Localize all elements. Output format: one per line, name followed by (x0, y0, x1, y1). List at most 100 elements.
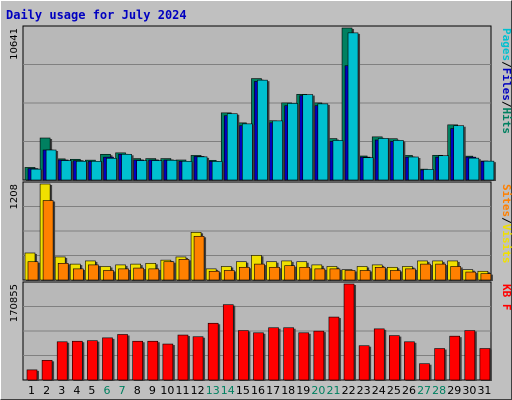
bar-sites (435, 263, 446, 281)
x-tick-label: 28 (432, 384, 446, 397)
bar-sites (27, 261, 39, 281)
bar-kb-f (358, 345, 370, 381)
bar-kb-f (117, 334, 128, 381)
bar-kb-f (222, 304, 234, 381)
bar-sites (284, 265, 295, 281)
bar-kb-f (373, 328, 385, 381)
bar-pages (226, 113, 238, 181)
bar-pages (166, 159, 178, 181)
bar-pages (196, 156, 208, 181)
bar-pages (393, 140, 404, 181)
bar-kb-f (253, 332, 264, 381)
bar-pages (332, 140, 344, 181)
bar-kb-f (404, 341, 415, 381)
panel-3: 170855 KB F (9, 281, 512, 381)
axis-max-label: 1208 (9, 184, 20, 209)
legend-item: Sites (500, 184, 512, 217)
bar-kb-f (26, 369, 38, 381)
x-tick-label: 27 (417, 384, 431, 397)
x-tick-label: 14 (221, 384, 235, 397)
legend-item: Files (500, 68, 512, 101)
x-tick-label: 24 (372, 384, 386, 397)
bar-sites (269, 266, 280, 281)
x-tick-label: 19 (296, 384, 310, 397)
bar-pages (181, 160, 193, 181)
bar-pages (272, 120, 283, 181)
x-tick-label: 3 (58, 384, 65, 397)
x-tick-label: 5 (88, 384, 95, 397)
bar-pages (362, 157, 374, 181)
bar-kb-f (102, 337, 113, 381)
bar-kb-f (41, 360, 53, 381)
bar-sites (450, 266, 462, 281)
bar-pages (287, 103, 298, 181)
bar-kb-f (56, 341, 68, 381)
legend: KB F (500, 284, 512, 311)
legend-item: Pages (500, 28, 512, 61)
panel-1: 10641 Pages/Files/Hits (9, 25, 512, 181)
x-tick-label: 23 (357, 384, 371, 397)
bar-sites (359, 270, 371, 281)
bar-sites (42, 200, 54, 281)
bar-pages (453, 125, 465, 181)
bar-kb-f (238, 330, 249, 381)
bar-sites (480, 273, 492, 281)
legend-item: / (500, 217, 512, 224)
x-tick-label: 9 (149, 384, 156, 397)
bar-kb-f (389, 335, 400, 381)
bar-kb-f (87, 340, 98, 381)
x-tick-label: 4 (73, 384, 80, 397)
bar-pages (483, 160, 495, 181)
bar-pages (257, 79, 268, 181)
x-tick-label: 10 (160, 384, 174, 397)
x-tick-label: 26 (402, 384, 416, 397)
bar-kb-f (147, 340, 159, 381)
legend: Sites/Visits (500, 184, 512, 264)
bar-kb-f (449, 335, 461, 381)
bar-sites (223, 270, 235, 281)
x-tick-label: 29 (447, 384, 461, 397)
bar-pages (121, 153, 132, 181)
bar-pages (302, 94, 314, 181)
bar-sites (254, 263, 265, 281)
legend-item: Hits (500, 108, 512, 135)
bar-kb-f (177, 334, 189, 381)
legend-item: / (500, 101, 512, 108)
x-tick-label: 21 (326, 384, 340, 397)
x-tick-label: 20 (311, 384, 325, 397)
bar-sites (88, 264, 99, 281)
x-tick-label: 30 (462, 384, 476, 397)
x-tick-label: 7 (119, 384, 126, 397)
bar-pages (317, 103, 329, 181)
bar-kb-f (419, 363, 430, 381)
bar-kb-f (207, 322, 219, 381)
bar-pages (438, 155, 449, 181)
bar-kb-f (328, 316, 340, 381)
bar-pages (211, 161, 223, 181)
x-tick-label: 18 (281, 384, 295, 397)
x-tick-label: 13 (206, 384, 220, 397)
bar-sites (208, 270, 220, 281)
x-tick-label: 31 (477, 384, 491, 397)
bar-kb-f (298, 332, 310, 381)
bar-kb-f (434, 348, 445, 381)
bar-pages (242, 123, 253, 181)
bar-pages (75, 160, 87, 181)
bar-sites (344, 270, 356, 281)
bar-sites (405, 268, 416, 281)
bar-pages (30, 168, 42, 181)
bar-pages (377, 138, 389, 181)
legend: Pages/Files/Hits (500, 28, 512, 134)
legend-item: / (500, 61, 512, 68)
bar-sites (148, 268, 160, 281)
bar-sites (178, 259, 190, 281)
bar-pages (423, 169, 434, 181)
bar-sites (465, 271, 477, 281)
bar-pages (136, 160, 147, 181)
x-tick-label: 22 (342, 384, 356, 397)
legend-item: Visits (500, 224, 512, 264)
x-tick-label: 11 (176, 384, 190, 397)
chart-title: Daily usage for July 2024 (6, 8, 187, 22)
x-tick-label: 16 (251, 384, 265, 397)
